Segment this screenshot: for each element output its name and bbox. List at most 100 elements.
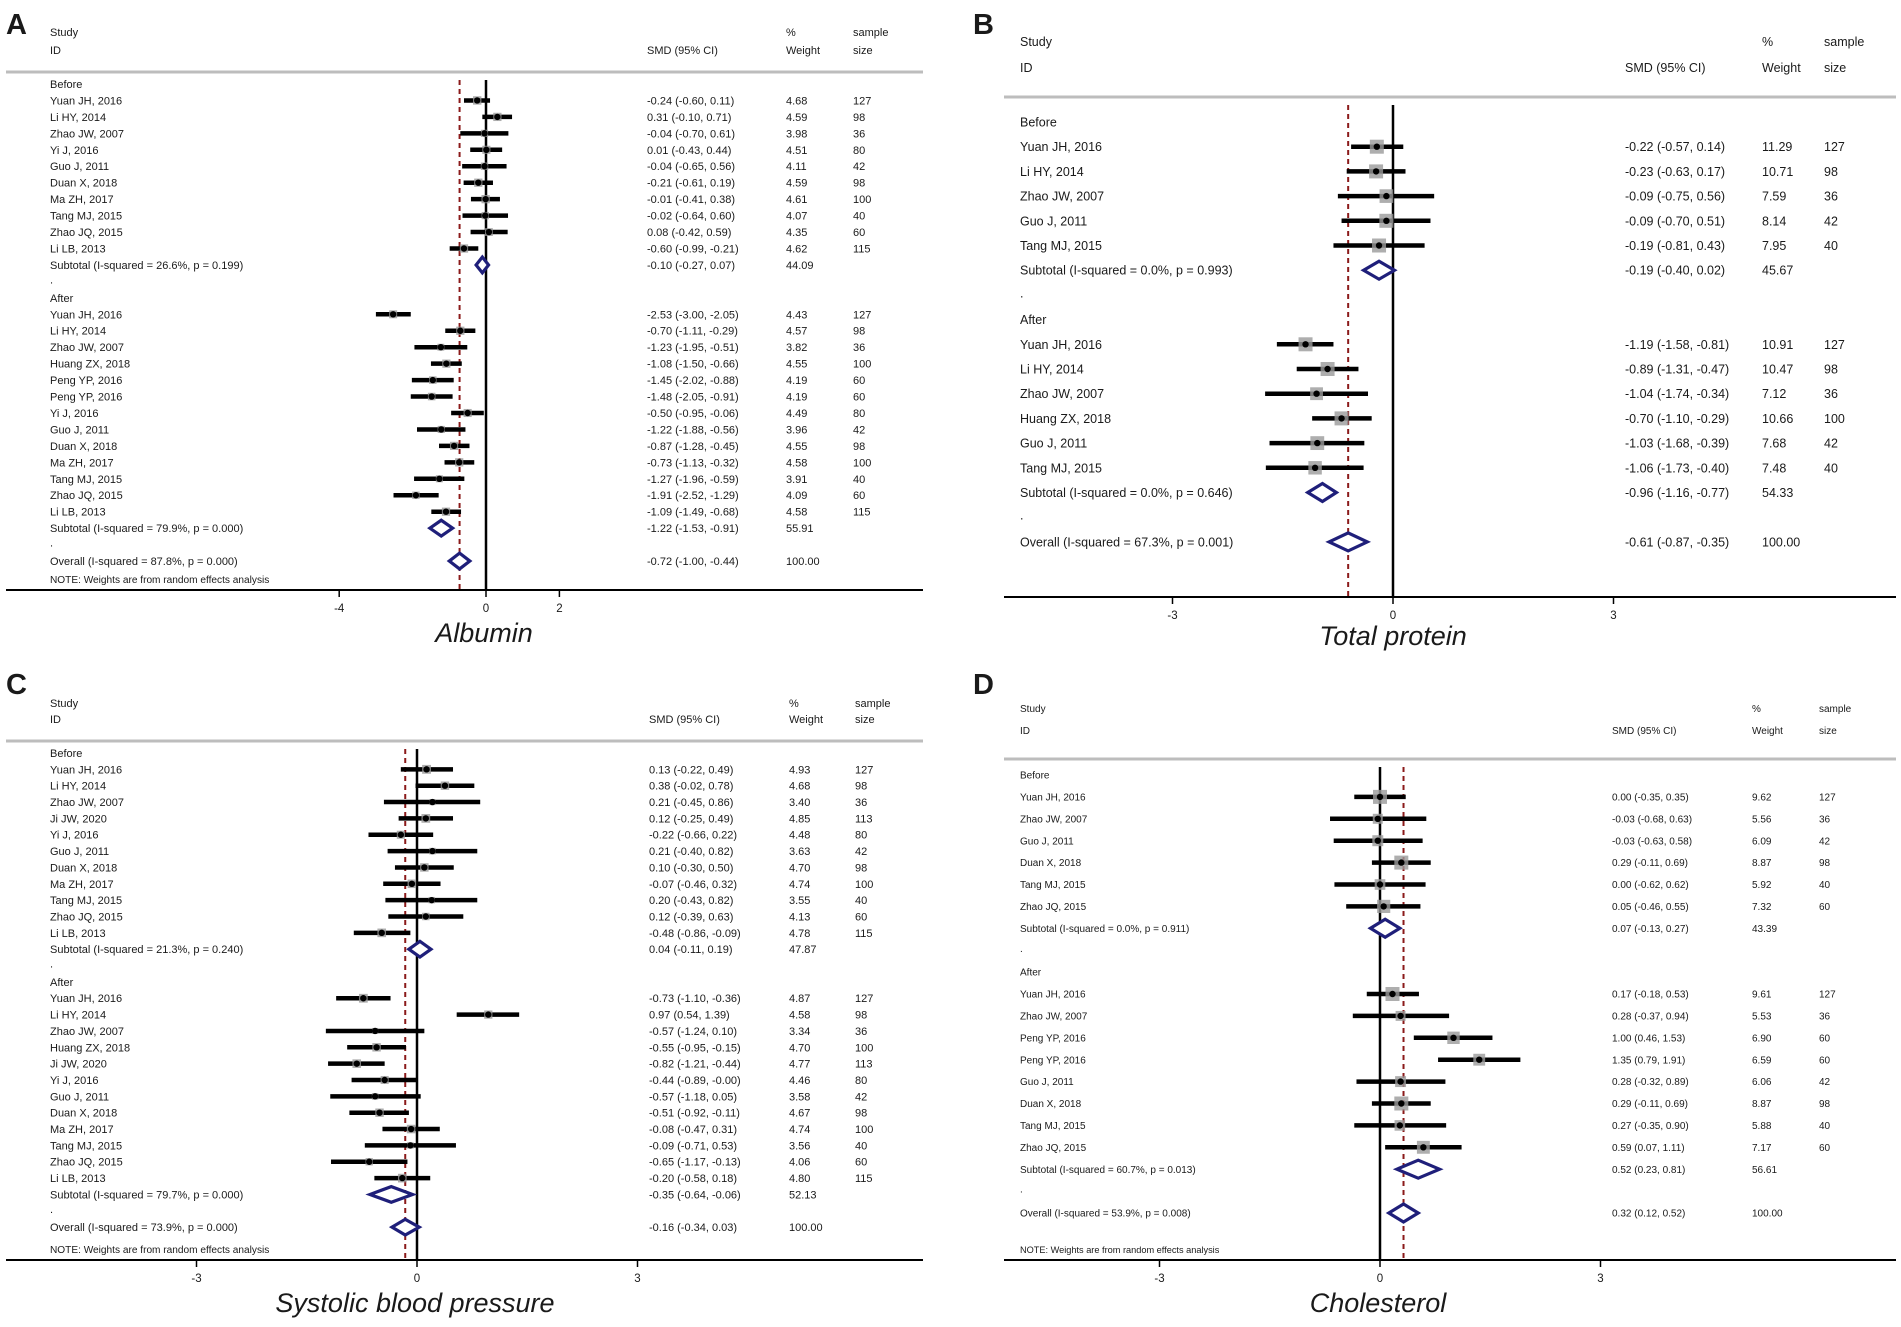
point-estimate [1396,1122,1404,1129]
study-smd-ci: 1.00 (0.46, 1.53) [1612,1033,1685,1044]
study-smd-ci: 0.00 (-0.62, 0.62) [1612,880,1689,891]
point-estimate [371,1027,379,1035]
point-estimate [1376,793,1384,801]
subtotal-weight: 44.09 [786,260,814,272]
study-sample-size: 127 [853,95,871,107]
point-estimate [456,459,463,466]
spacer-dot: . [1020,1185,1023,1196]
study-smd-ci: -0.73 (-1.10, -0.36) [649,993,741,1005]
study-id: Tang MJ, 2015 [1020,1121,1086,1132]
study-smd-ci: 0.21 (-0.45, 0.86) [649,797,733,809]
study-smd-ci: -0.87 (-1.28, -0.45) [647,441,739,453]
panel-letter: B [973,9,994,41]
study-sample-size: 40 [855,895,867,907]
subtotal-diamond [1360,259,1398,282]
header-study: Study [1020,704,1046,715]
subtotal-diamond [365,1184,418,1205]
point-estimate [423,766,430,773]
study-weight: 4.68 [789,781,810,793]
point-estimate [1302,341,1309,348]
subtotal-smd-ci: -0.19 (-0.40, 0.02) [1625,264,1725,278]
point-estimate [412,492,420,499]
point-estimate [485,1011,492,1018]
study-smd-ci: -0.44 (-0.89, -0.00) [649,1075,741,1087]
subtotal-smd-ci: -0.10 (-0.27, 0.07) [647,260,735,272]
study-sample-size: 36 [1819,1012,1831,1023]
spacer-dot: . [50,1204,53,1216]
study-id: Guo J, 2011 [50,846,109,858]
study-id: Li HY, 2014 [50,112,106,124]
study-weight: 11.29 [1762,140,1792,154]
point-estimate [429,376,436,384]
study-id: Zhao JW, 2007 [1020,1012,1088,1023]
study-smd-ci: -1.27 (-1.96, -0.59) [647,474,739,486]
study-smd-ci: -0.04 (-0.65, 0.56) [647,161,735,173]
study-id: Yuan JH, 2016 [50,764,122,776]
subtotal-diamond [1392,1158,1444,1180]
study-id: Yuan JH, 2016 [50,309,122,321]
study-weight: 3.40 [789,797,810,809]
study-sample-size: 36 [855,1026,867,1038]
x-tick-label: -3 [1154,1273,1164,1285]
study-id: Zhao JW, 2007 [1020,814,1088,825]
study-id: Yi J, 2016 [50,1075,99,1087]
study-id: Duan X, 2018 [50,1108,117,1120]
study-weight: 4.55 [786,359,807,371]
study-smd-ci: -1.04 (-1.74, -0.34) [1625,387,1729,401]
study-sample-size: 40 [1819,880,1831,891]
point-estimate [1380,903,1387,910]
study-id: Tang MJ, 2015 [1020,239,1102,253]
point-estimate [1324,365,1331,373]
point-estimate [450,442,458,450]
study-smd-ci: -0.21 (-0.61, 0.19) [647,178,735,190]
point-estimate [1374,837,1381,844]
study-smd-ci: 0.28 (-0.32, 0.89) [1612,1077,1689,1088]
header-smd: SMD (95% CI) [647,45,718,57]
study-weight: 4.19 [786,392,807,404]
spacer-dot: . [50,274,53,286]
study-smd-ci: -0.55 (-0.95, -0.15) [649,1042,741,1054]
subtotal-smd-ci: 0.07 (-0.13, 0.27) [1612,924,1689,935]
study-sample-size: 98 [853,326,865,338]
group-label: Before [50,748,82,760]
point-estimate [441,782,449,789]
study-smd-ci: 0.29 (-0.11, 0.69) [1612,1099,1688,1110]
study-id: Zhao JQ, 2015 [50,1157,123,1169]
overall-smd-ci: -0.72 (-1.00, -0.44) [647,556,739,568]
study-id: Duan X, 2018 [1020,858,1082,869]
weights-note: NOTE: Weights are from random effects an… [50,575,269,586]
study-smd-ci: -1.22 (-1.88, -0.56) [647,424,739,436]
point-estimate [399,1174,406,1182]
overall-diamond [1325,531,1372,553]
study-sample-size: 100 [855,1124,873,1136]
study-smd-ci: -1.48 (-2.05, -0.91) [647,392,739,404]
study-sample-size: 98 [855,781,867,793]
point-estimate [460,245,468,252]
study-smd-ci: -0.01 (-0.41, 0.38) [647,194,735,206]
group-label: After [1020,313,1046,327]
point-estimate [494,113,501,121]
study-id: Duan X, 2018 [50,441,117,453]
study-weight: 7.95 [1762,239,1786,253]
study-weight: 6.59 [1752,1055,1772,1066]
study-id: Guo J, 2011 [1020,1077,1074,1088]
study-weight: 4.49 [786,408,807,420]
study-sample-size: 36 [853,342,865,354]
study-sample-size: 36 [855,797,867,809]
study-id: Li HY, 2014 [1020,165,1084,179]
study-id: Yuan JH, 2016 [1020,338,1102,352]
study-id: Yuan JH, 2016 [1020,990,1086,1001]
point-estimate [1375,242,1383,249]
panel-letter: C [6,669,27,701]
study-id: Yuan JH, 2016 [50,95,122,107]
header-weight: Weight [786,45,820,57]
study-smd-ci: -0.50 (-0.95, -0.06) [647,408,739,420]
study-weight: 3.98 [786,128,807,140]
point-estimate [436,475,443,482]
study-smd-ci: -0.73 (-1.13, -0.32) [647,457,739,469]
study-weight: 4.59 [786,178,807,190]
study-id: Zhao JQ, 2015 [1020,902,1087,913]
point-estimate [1313,390,1320,397]
study-id: Huang ZX, 2018 [50,1042,130,1054]
study-sample-size: 42 [853,424,865,436]
